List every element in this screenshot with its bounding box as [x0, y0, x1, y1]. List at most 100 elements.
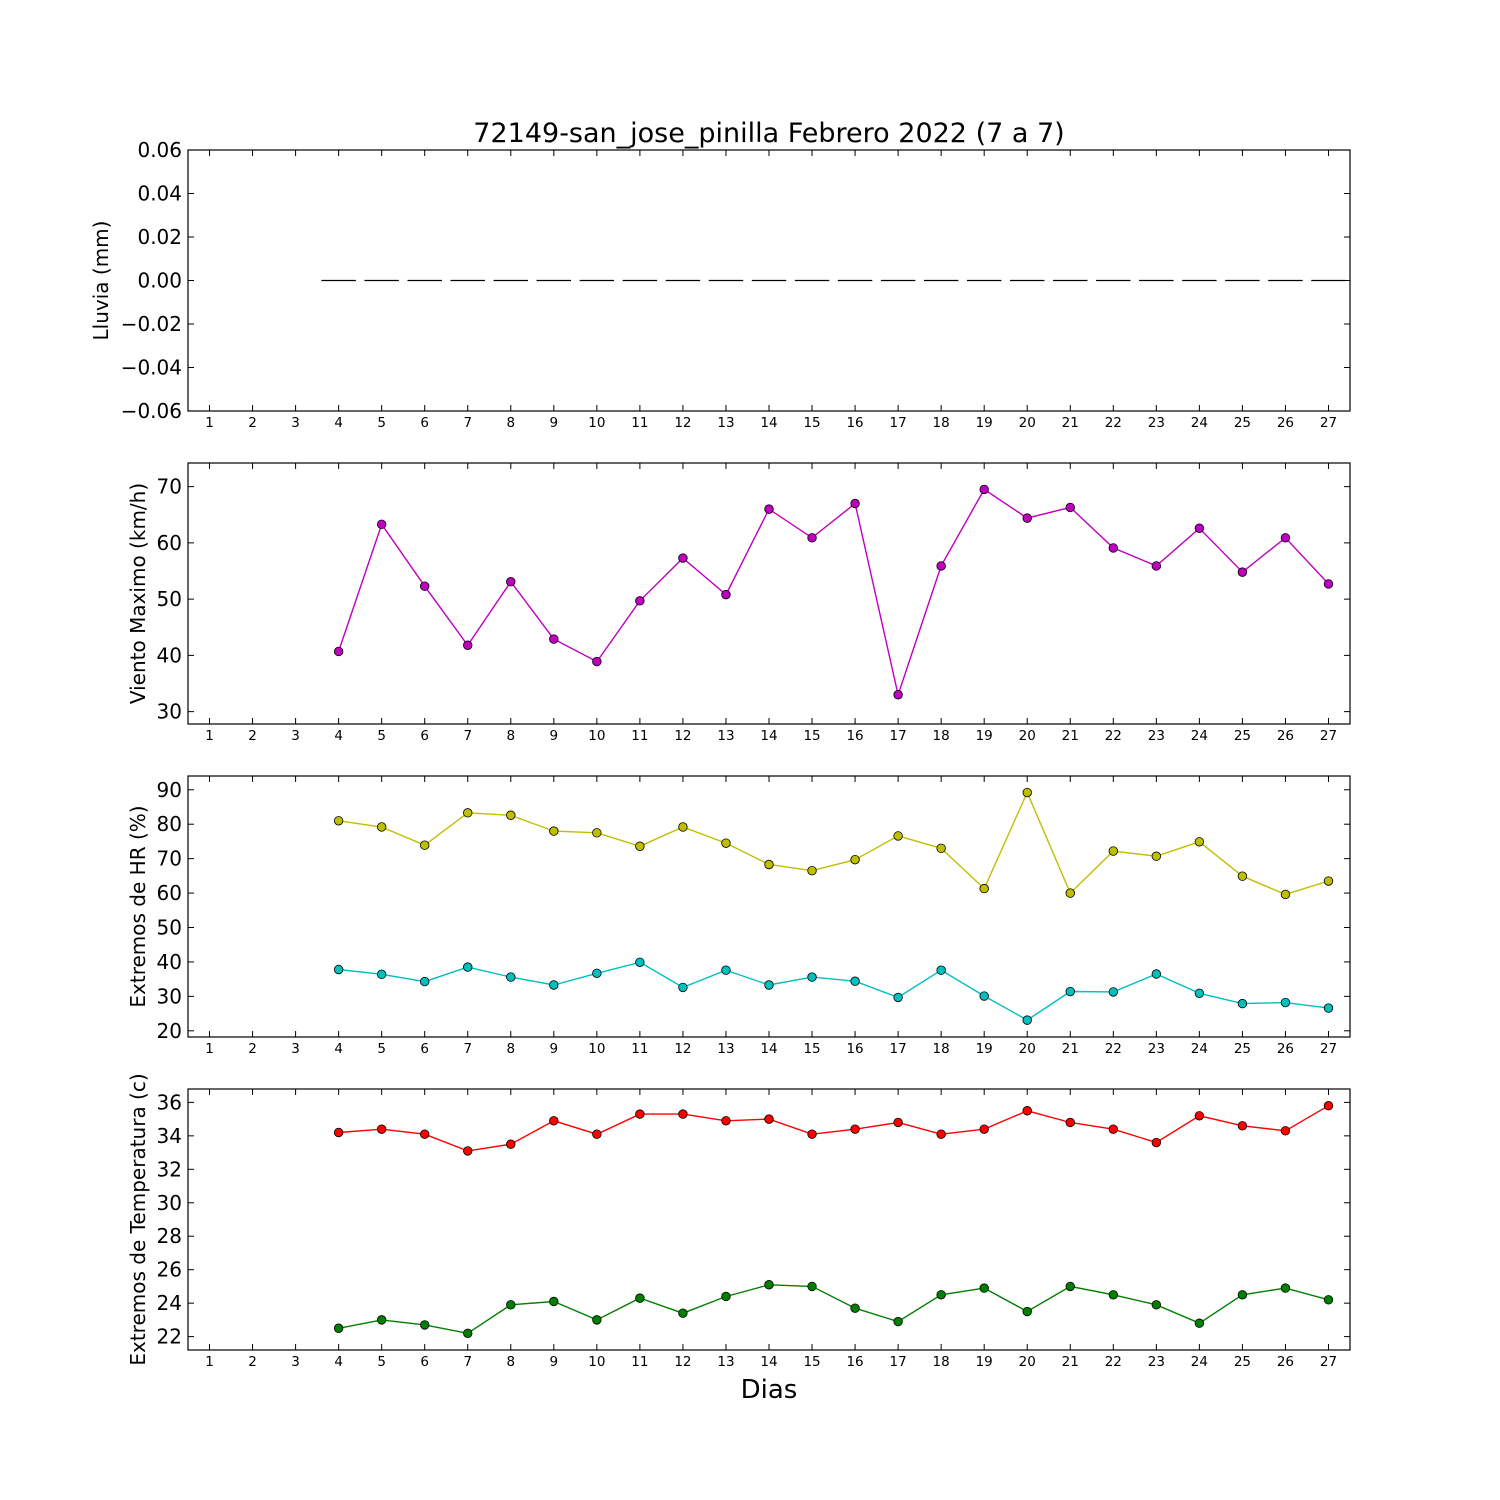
- data-point: [376, 822, 387, 832]
- x-tick-label: 25: [1234, 728, 1251, 744]
- data-point: [936, 965, 946, 975]
- x-tick-label: 6: [420, 1041, 429, 1057]
- x-tick-label: 4: [334, 415, 343, 431]
- data-point: [893, 831, 903, 841]
- x-tick-label: 22: [1105, 728, 1122, 744]
- x-tick-label: 2: [248, 728, 257, 744]
- y-tick-label: 30: [157, 984, 182, 1008]
- y-tick-label: 40: [157, 950, 182, 974]
- data-point: [893, 1316, 903, 1327]
- data-point: [1065, 502, 1075, 513]
- data-point: [893, 992, 903, 1003]
- x-tick-label: 27: [1320, 728, 1337, 744]
- data-point: [592, 968, 602, 978]
- x-tick-label: 25: [1234, 415, 1251, 431]
- y-tick-label: 36: [157, 1090, 182, 1114]
- y-tick-label: 50: [157, 916, 182, 940]
- data-point: [764, 504, 774, 514]
- y-tick-label: 60: [157, 531, 182, 555]
- x-tick-label: 26: [1277, 1354, 1294, 1370]
- x-tick-label: 27: [1320, 1041, 1337, 1057]
- x-tick-label: 23: [1148, 1354, 1165, 1370]
- x-tick-label: 15: [803, 1354, 820, 1370]
- data-point: [1151, 1300, 1162, 1310]
- data-point: [376, 519, 387, 530]
- data-point: [1194, 1111, 1205, 1121]
- data-point: [1323, 579, 1334, 589]
- y-tick-label: 32: [157, 1157, 182, 1181]
- data-point: [635, 841, 645, 851]
- data-point: [506, 1300, 516, 1310]
- data-point: [1108, 846, 1118, 856]
- data-point: [721, 589, 731, 600]
- x-tick-label: 4: [334, 1354, 343, 1370]
- data-point: [678, 553, 688, 563]
- data-point: [1194, 988, 1205, 998]
- data-point: [592, 656, 602, 667]
- x-tick-label: 9: [550, 1041, 559, 1057]
- data-point: [979, 991, 989, 1001]
- x-tick-label: 5: [377, 728, 386, 744]
- data-point: [1108, 1290, 1118, 1300]
- data-point: [893, 690, 903, 700]
- data-point: [678, 1308, 688, 1318]
- x-tick-label: 22: [1105, 415, 1122, 431]
- x-tick-label: 13: [717, 415, 734, 431]
- data-point: [592, 828, 602, 838]
- x-tick-label: 15: [803, 415, 820, 431]
- data-point: [1108, 543, 1118, 553]
- y-axis-label: Extremos de Temperatura (c): [126, 1073, 150, 1365]
- data-point: [1280, 1126, 1291, 1136]
- data-point: [807, 1129, 817, 1139]
- data-point: [592, 1315, 602, 1325]
- data-point: [463, 962, 473, 972]
- series-1: [333, 1101, 1334, 1156]
- x-tick-label: 16: [846, 1354, 863, 1370]
- data-point: [463, 640, 473, 650]
- x-tick-label: 18: [933, 1041, 950, 1057]
- x-tick-label: 20: [1019, 1354, 1036, 1370]
- panel-1: 1 2 3 4 5 6 7 8 9 10 11 12 13 14 15 16 17 18 19 20 21 22 23 24 2…: [89, 138, 1351, 431]
- data-point: [376, 1315, 387, 1325]
- x-tick-label: 1: [205, 1354, 214, 1370]
- data-point: [420, 976, 430, 987]
- data-point: [635, 596, 645, 606]
- data-point: [936, 1290, 946, 1300]
- x-tick-label: 8: [506, 1041, 515, 1057]
- series-1: [333, 484, 1334, 700]
- x-tick-label: 12: [674, 415, 691, 431]
- x-tick-label: 17: [890, 415, 907, 431]
- series-line: [338, 1105, 1329, 1152]
- data-point: [678, 822, 688, 832]
- x-tick-label: 12: [674, 1041, 691, 1057]
- x-tick-label: 5: [377, 1354, 386, 1370]
- data-point: [333, 964, 344, 975]
- data-point: [1065, 1281, 1075, 1292]
- data-point: [333, 646, 344, 657]
- y-tick-label: 28: [157, 1224, 182, 1248]
- x-tick-label: 20: [1019, 1041, 1036, 1057]
- x-tick-label: 10: [588, 728, 605, 744]
- y-tick-label: 26: [157, 1258, 182, 1282]
- x-tick-label: 14: [760, 1354, 777, 1370]
- data-point: [1108, 987, 1118, 997]
- x-tick-label: 6: [420, 1354, 429, 1370]
- data-point: [807, 865, 817, 876]
- x-tick-label: 2: [248, 1354, 257, 1370]
- data-point: [549, 634, 559, 644]
- x-tick-label: 11: [631, 415, 648, 431]
- data-point: [1022, 1015, 1032, 1025]
- data-point: [764, 980, 774, 990]
- data-point: [1065, 1117, 1075, 1128]
- x-tick-label: 5: [377, 415, 386, 431]
- x-tick-label: 1: [205, 1041, 214, 1057]
- data-point: [979, 484, 989, 495]
- data-point: [979, 1283, 989, 1293]
- data-point: [376, 1124, 387, 1134]
- data-point: [764, 1280, 774, 1290]
- x-tick-label: 9: [550, 415, 559, 431]
- x-tick-label: 24: [1191, 728, 1208, 744]
- x-tick-label: 1: [205, 415, 214, 431]
- x-tick-label: 18: [933, 415, 950, 431]
